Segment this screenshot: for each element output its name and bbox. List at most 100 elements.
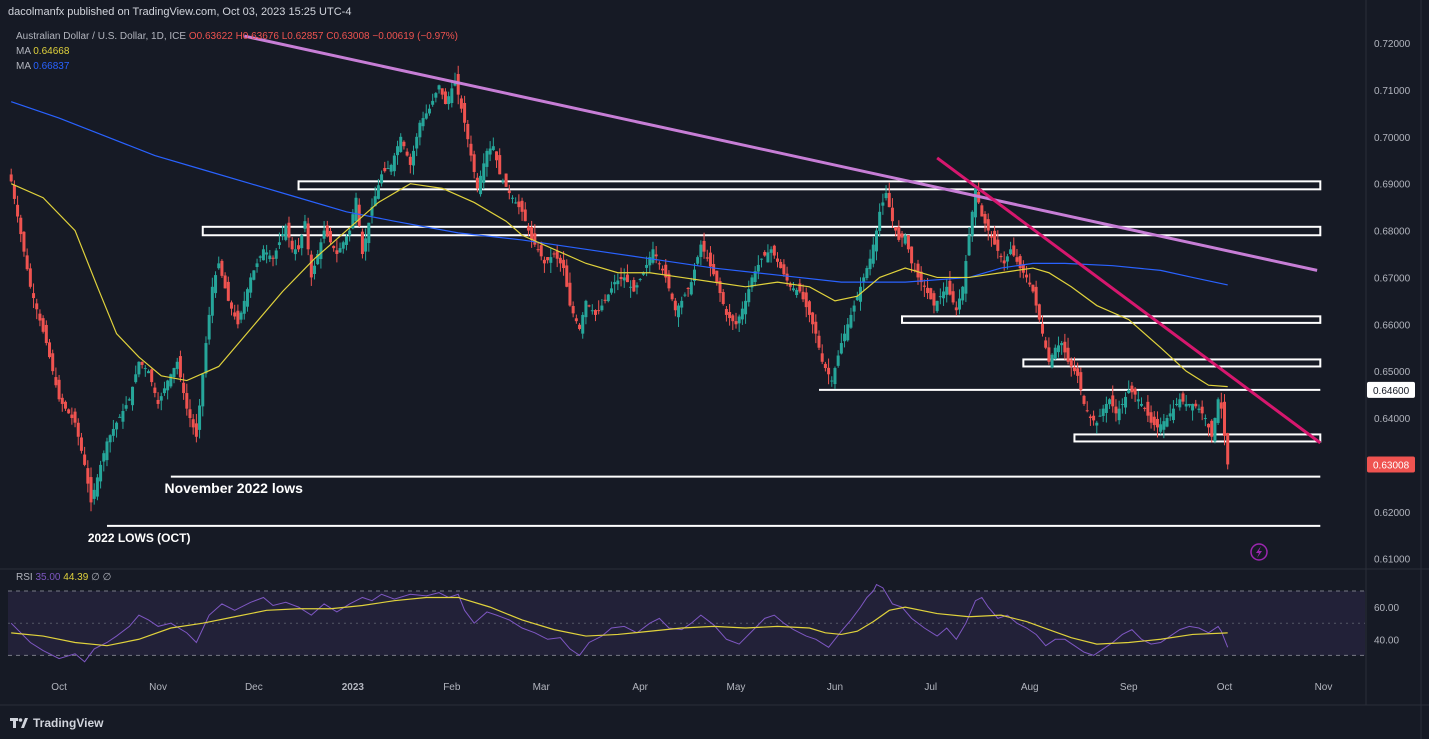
candle-body [201, 374, 205, 407]
candle-body [354, 197, 358, 222]
candle-body [399, 136, 403, 152]
candle-body [514, 202, 518, 204]
x-tick-label: Aug [1021, 682, 1039, 693]
candle-body [948, 280, 952, 295]
annotation-november-lows: November 2022 lows [164, 480, 303, 496]
candle-body [376, 185, 380, 199]
marked-level-tag [1367, 381, 1415, 398]
candle-body [140, 361, 144, 365]
candle-body [507, 190, 511, 194]
candle-body [191, 419, 195, 428]
candle-body [9, 174, 13, 182]
candle-body [335, 250, 339, 254]
candle-body [188, 409, 192, 419]
candle-body [1028, 282, 1032, 285]
candle-body [105, 441, 109, 461]
candle-body [456, 74, 460, 95]
candle-body [220, 260, 224, 276]
candle-body [380, 174, 384, 184]
candle-body [542, 259, 546, 264]
candle-body [1197, 408, 1201, 410]
candle-body [1015, 257, 1019, 262]
candle-body [1009, 249, 1013, 255]
rsi-value: 44.39 [63, 572, 89, 583]
candle-body [664, 264, 668, 278]
candle-body [131, 386, 135, 406]
candle-body [498, 155, 502, 175]
candle-body [1191, 403, 1195, 411]
candle-body [1037, 304, 1041, 320]
candle-body [392, 155, 396, 172]
candle-body [775, 258, 779, 262]
candle-body [12, 184, 16, 199]
ma-legend-fast: MA 0.64668 [16, 46, 69, 57]
candle-body [1005, 256, 1009, 262]
candle-body [210, 286, 214, 316]
candle-body [823, 363, 827, 369]
candle-body [35, 303, 39, 310]
marked-level-label: 0.64600 [1373, 386, 1410, 397]
candle-body [795, 289, 799, 296]
candle-body [447, 96, 451, 105]
candle-body [996, 239, 1000, 251]
candle-body [1056, 345, 1060, 353]
candle-body [807, 301, 811, 315]
candle-body [993, 230, 997, 245]
candle-body [859, 286, 863, 302]
low-value: L0.62857 [281, 31, 324, 42]
candle-body [370, 207, 374, 216]
candle-body [1216, 399, 1220, 423]
tradingview-brand[interactable]: TradingView [10, 716, 103, 730]
candle-body [661, 268, 665, 271]
publisher-info: dacolmanfx published on TradingView.com,… [8, 6, 352, 18]
candle-body [766, 252, 770, 263]
candle-body [670, 293, 674, 300]
x-tick-label: Nov [149, 682, 167, 693]
candle-body [801, 291, 805, 300]
candle-body [172, 368, 176, 378]
price-tick-label: 0.68000 [1374, 227, 1411, 238]
candle-body [245, 289, 249, 307]
candle-body [731, 315, 735, 322]
candle-body [1149, 412, 1153, 423]
candle-body [549, 257, 553, 263]
candle-body [153, 387, 157, 394]
candle-body [1047, 347, 1051, 362]
price-tick-label: 0.62000 [1374, 508, 1411, 519]
ma-label: MA [16, 46, 31, 57]
candle-body [788, 284, 792, 287]
candle-body [740, 308, 744, 320]
candle-body [734, 321, 738, 325]
candle-body [804, 292, 808, 308]
candle-body [443, 91, 447, 105]
long-term-trendline [243, 34, 1318, 272]
candle-body [306, 223, 310, 250]
candle-body [562, 259, 566, 269]
candle-body [111, 428, 115, 436]
candle-body [871, 244, 875, 264]
candle-body [182, 382, 186, 394]
candle-body [938, 296, 942, 298]
candle-body [584, 300, 588, 318]
candle-body [73, 411, 77, 423]
candle-body [22, 231, 26, 252]
candle-body [945, 286, 949, 295]
x-tick-label: Jul [924, 682, 937, 693]
symbol-legend: Australian Dollar / U.S. Dollar, 1D, ICE… [16, 31, 458, 42]
support-resistance-zone [297, 180, 1322, 191]
candle-body [217, 263, 221, 269]
candle-body [910, 246, 914, 264]
candle-body [313, 265, 317, 275]
candle-body [922, 285, 926, 287]
candle-body [124, 405, 128, 409]
candle-body [1155, 418, 1159, 428]
candle-body [488, 148, 492, 155]
candle-body [1072, 366, 1076, 372]
candle-body [322, 230, 326, 239]
candle-body [230, 302, 234, 309]
candle-body [683, 294, 687, 296]
candle-body [357, 204, 361, 226]
candle-body [1069, 359, 1073, 367]
candle-body [957, 298, 961, 310]
